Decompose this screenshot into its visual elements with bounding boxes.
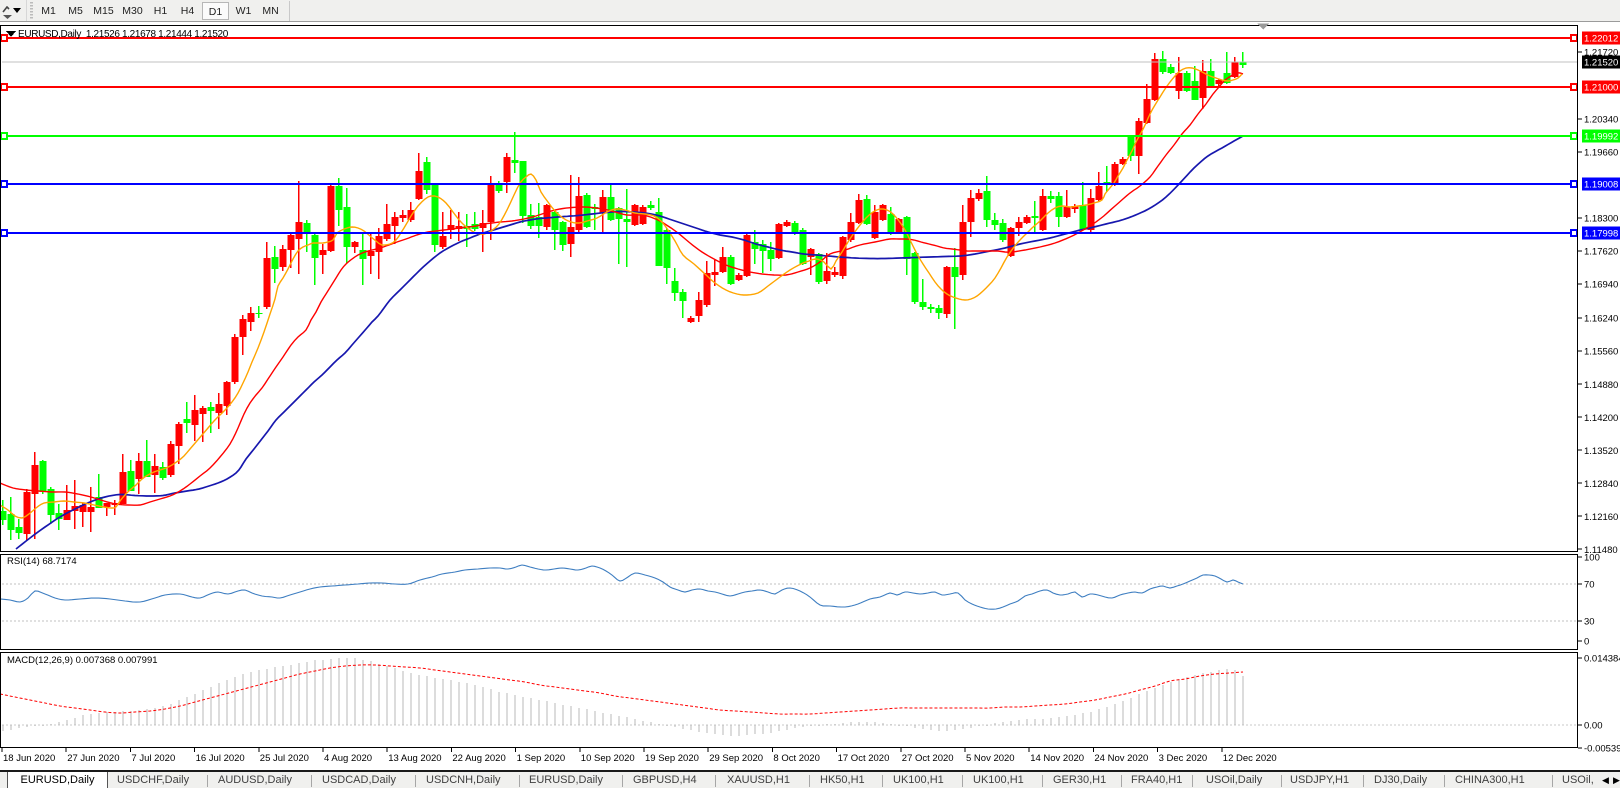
svg-text:1.14880: 1.14880 <box>1584 380 1618 391</box>
svg-text:RSI(14) 68.7174: RSI(14) 68.7174 <box>7 556 77 567</box>
svg-text:18 Jun 2020: 18 Jun 2020 <box>3 753 55 764</box>
svg-text:EURUSD,Daily 1.21526 1.21678: EURUSD,Daily 1.21526 1.21678 1.21444 1.2… <box>18 29 229 40</box>
svg-text:27 Jun 2020: 27 Jun 2020 <box>67 753 119 764</box>
svg-text:24 Nov 2020: 24 Nov 2020 <box>1094 753 1148 764</box>
svg-text:1.19008: 1.19008 <box>1584 179 1618 190</box>
svg-text:3 Dec 2020: 3 Dec 2020 <box>1159 753 1208 764</box>
svg-text:1.11480: 1.11480 <box>1584 545 1618 556</box>
svg-text:1.19992: 1.19992 <box>1584 132 1618 143</box>
svg-text:1.16240: 1.16240 <box>1584 314 1618 325</box>
svg-text:13 Aug 2020: 13 Aug 2020 <box>388 753 441 764</box>
svg-text:12 Dec 2020: 12 Dec 2020 <box>1223 753 1277 764</box>
svg-text:1.15560: 1.15560 <box>1584 347 1618 358</box>
svg-text:29 Sep 2020: 29 Sep 2020 <box>709 753 763 764</box>
svg-text:MACD(12,26,9) 0.007368 0.00799: MACD(12,26,9) 0.007368 0.007991 <box>7 655 158 666</box>
svg-text:1.21520: 1.21520 <box>1584 57 1618 68</box>
svg-text:22 Aug 2020: 22 Aug 2020 <box>452 753 505 764</box>
svg-text:70: 70 <box>1584 580 1595 591</box>
svg-text:27 Oct 2020: 27 Oct 2020 <box>902 753 954 764</box>
svg-text:1 Sep 2020: 1 Sep 2020 <box>517 753 566 764</box>
svg-text:1.16940: 1.16940 <box>1584 280 1618 291</box>
svg-text:1.18300: 1.18300 <box>1584 214 1618 225</box>
svg-text:0.014384: 0.014384 <box>1584 654 1620 665</box>
svg-text:4 Aug 2020: 4 Aug 2020 <box>324 753 372 764</box>
svg-text:17 Oct 2020: 17 Oct 2020 <box>838 753 890 764</box>
svg-text:0.00: 0.00 <box>1584 721 1603 732</box>
svg-text:0: 0 <box>1584 637 1589 648</box>
svg-text:1.21720: 1.21720 <box>1584 48 1618 59</box>
svg-text:1.17998: 1.17998 <box>1584 228 1618 239</box>
svg-text:8 Oct 2020: 8 Oct 2020 <box>773 753 819 764</box>
svg-text:1.13520: 1.13520 <box>1584 446 1618 457</box>
svg-text:1.19660: 1.19660 <box>1584 148 1618 159</box>
svg-text:16 Jul 2020: 16 Jul 2020 <box>196 753 245 764</box>
svg-text:-0.005396: -0.005396 <box>1584 744 1620 755</box>
svg-text:10 Sep 2020: 10 Sep 2020 <box>581 753 635 764</box>
svg-text:5 Nov 2020: 5 Nov 2020 <box>966 753 1015 764</box>
svg-text:25 Jul 2020: 25 Jul 2020 <box>260 753 309 764</box>
svg-text:1.12840: 1.12840 <box>1584 479 1618 490</box>
svg-text:1.17620: 1.17620 <box>1584 247 1618 258</box>
svg-text:7 Jul 2020: 7 Jul 2020 <box>131 753 175 764</box>
svg-text:1.20340: 1.20340 <box>1584 115 1618 126</box>
svg-text:100: 100 <box>1584 553 1600 564</box>
svg-text:30: 30 <box>1584 617 1595 628</box>
svg-text:1.22012: 1.22012 <box>1584 33 1618 44</box>
svg-text:14 Nov 2020: 14 Nov 2020 <box>1030 753 1084 764</box>
svg-text:1.12160: 1.12160 <box>1584 512 1618 523</box>
svg-text:19 Sep 2020: 19 Sep 2020 <box>645 753 699 764</box>
svg-text:1.21000: 1.21000 <box>1584 83 1618 94</box>
svg-text:1.14200: 1.14200 <box>1584 413 1618 424</box>
